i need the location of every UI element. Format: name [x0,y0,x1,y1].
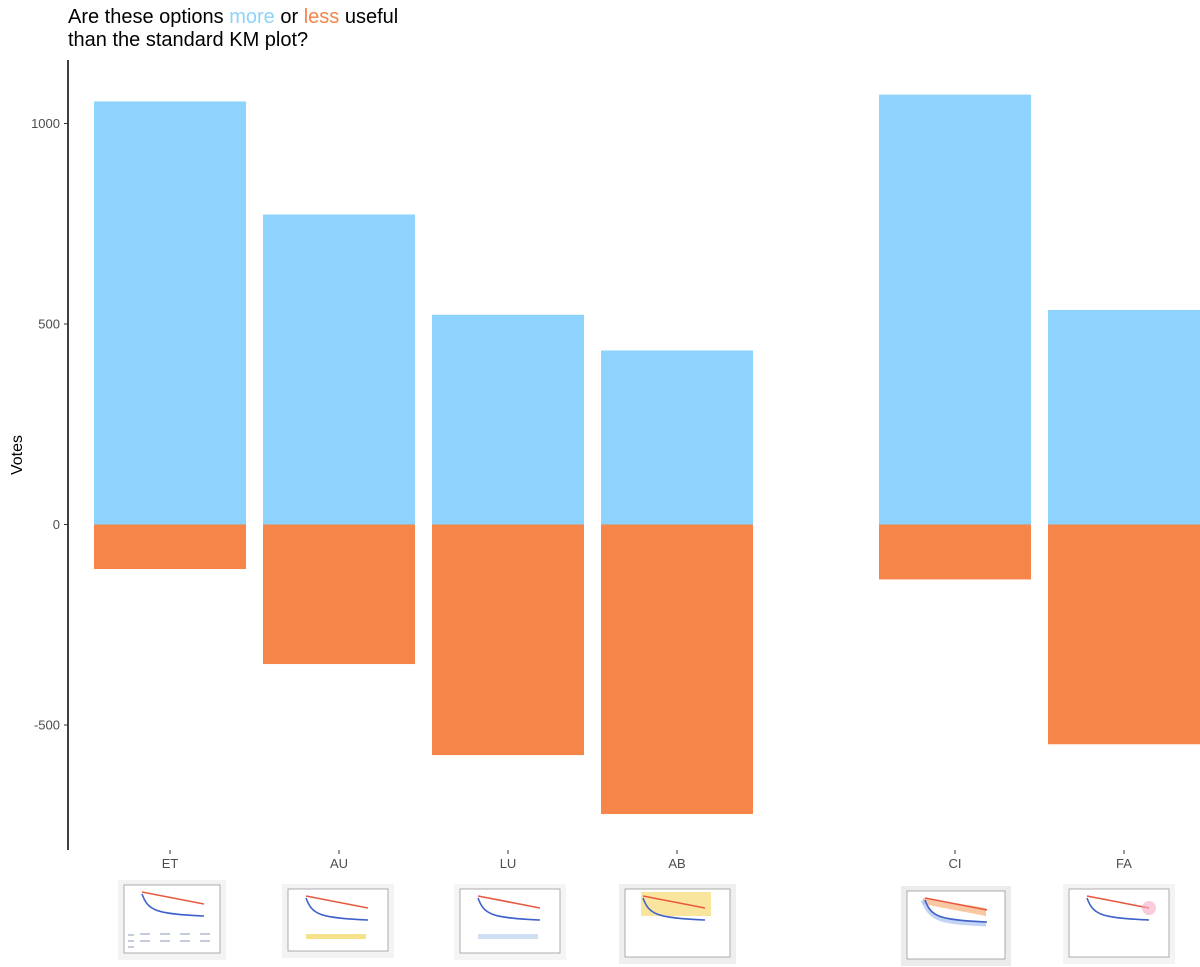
x-tick-label: FA [1116,856,1132,871]
x-tick-label: ET [162,856,179,871]
bar-less-au [263,524,415,665]
title-more-word: more [229,6,275,28]
bar-more-au [263,214,415,525]
bar-less-fa [1048,524,1200,745]
km-sketch-fading-icon [1063,884,1175,964]
km-sketch-yellow-band-icon [282,884,394,958]
bar-more-lu [432,314,584,525]
x-tick-label: AB [668,856,685,871]
bar-more-ab [601,350,753,525]
title-line-2: than the standard KM plot? [68,29,309,51]
km-sketch-numbers-icon [118,880,226,960]
y-axis-title: Votes [9,435,26,475]
title-less-word: less [303,6,340,28]
y-tick-label: 0 [53,517,60,532]
chart-title: Are these options more or less useful th… [68,6,398,52]
km-sketch-yellow-background-icon [619,884,736,964]
bar-less-ci [879,524,1031,580]
x-tick-label: AU [330,856,348,871]
title-suffix: useful [344,6,399,28]
title-prefix: Are these options [68,6,224,28]
bar-more-ci [879,94,1031,525]
bar-more-et [94,101,246,525]
bar-less-et [94,524,246,570]
bar-less-lu [432,524,584,756]
km-sketch-confidence-band-icon [901,886,1011,966]
bar-more-fa [1048,309,1200,525]
bar-less-ab [601,524,753,815]
title-line-1: Are these options more or less useful [68,6,398,29]
km-sketch-lower-curve-icon [454,884,566,960]
x-tick-label: LU [500,856,517,871]
title-or-word: or [280,6,299,28]
y-tick-label: -500 [34,718,60,733]
y-tick-label: 1000 [31,116,60,131]
x-tick-label: CI [949,856,962,871]
y-tick-label: 500 [38,317,60,332]
